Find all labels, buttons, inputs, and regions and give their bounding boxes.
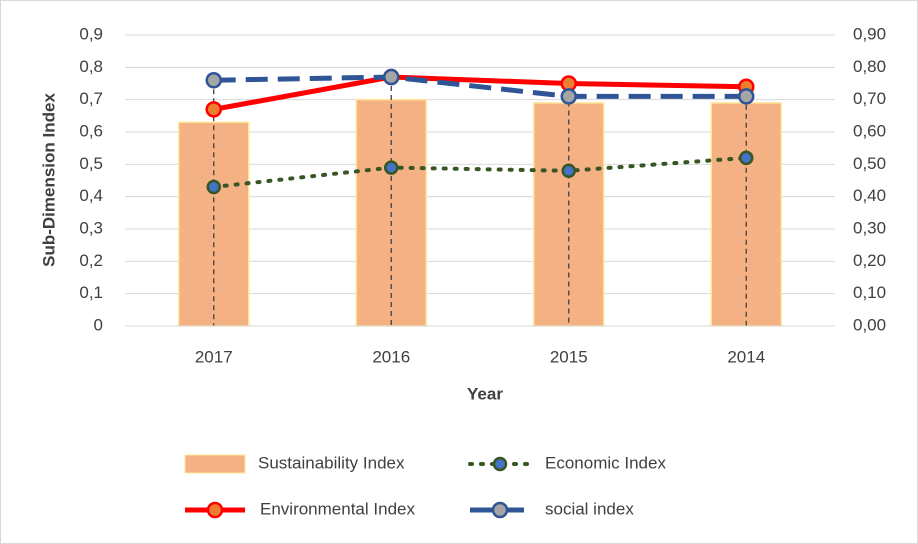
- y2-tick-label: 0,10: [853, 283, 886, 302]
- x-tick-label: 2014: [727, 347, 765, 366]
- y2-tick-label: 0,90: [853, 24, 886, 43]
- y-tick-label: 0: [94, 315, 103, 334]
- y2-tick-label: 0,20: [853, 251, 886, 270]
- y-tick-label: 0,8: [79, 57, 103, 76]
- y2-tick-label: 0,00: [853, 315, 886, 334]
- y2-tick-label: 0,50: [853, 154, 886, 173]
- line-marker: [384, 160, 399, 175]
- y-tick-label: 0,2: [79, 251, 103, 270]
- y-tick-label: 0,9: [79, 24, 103, 43]
- y-tick-label: 0,5: [79, 154, 103, 173]
- y-tick-label: 0,3: [79, 218, 103, 237]
- legend-label: Economic Index: [545, 453, 666, 472]
- line-marker: [739, 150, 754, 166]
- x-tick-label: 2015: [550, 347, 588, 366]
- y2-tick-label: 0,40: [853, 186, 886, 205]
- line-marker: [205, 101, 222, 118]
- y2-tick-label: 0,80: [853, 57, 886, 76]
- legend-marker: [492, 456, 508, 472]
- y-axis-label: Sub-Dimension Index: [39, 93, 58, 267]
- y-tick-label: 0,6: [79, 121, 103, 140]
- line-marker: [383, 68, 400, 86]
- x-tick-label: 2016: [372, 347, 410, 366]
- y2-tick-label: 0,70: [853, 89, 886, 108]
- y-tick-label: 0,7: [79, 89, 103, 108]
- line: [213, 74, 747, 99]
- line: [213, 74, 747, 112]
- line-marker: [205, 72, 222, 89]
- y2-tick-label: 0,60: [853, 121, 886, 140]
- legend-marker: [206, 501, 224, 519]
- legend-label: Sustainability Index: [258, 453, 405, 472]
- legend-marker: [491, 501, 509, 519]
- line-marker: [561, 163, 576, 179]
- x-tick-label: 2017: [195, 347, 233, 366]
- line-marker: [738, 88, 755, 105]
- y-tick-label: 0,4: [79, 186, 103, 205]
- line-marker: [206, 179, 221, 195]
- legend-label: Environmental Index: [260, 499, 415, 518]
- legend-label: social index: [545, 499, 634, 518]
- x-axis-label: Year: [467, 384, 503, 403]
- line: [211, 155, 749, 189]
- y-tick-label: 0,1: [79, 283, 103, 302]
- y2-tick-label: 0,30: [853, 218, 886, 237]
- legend-swatch: [184, 454, 246, 474]
- line-marker: [560, 88, 577, 105]
